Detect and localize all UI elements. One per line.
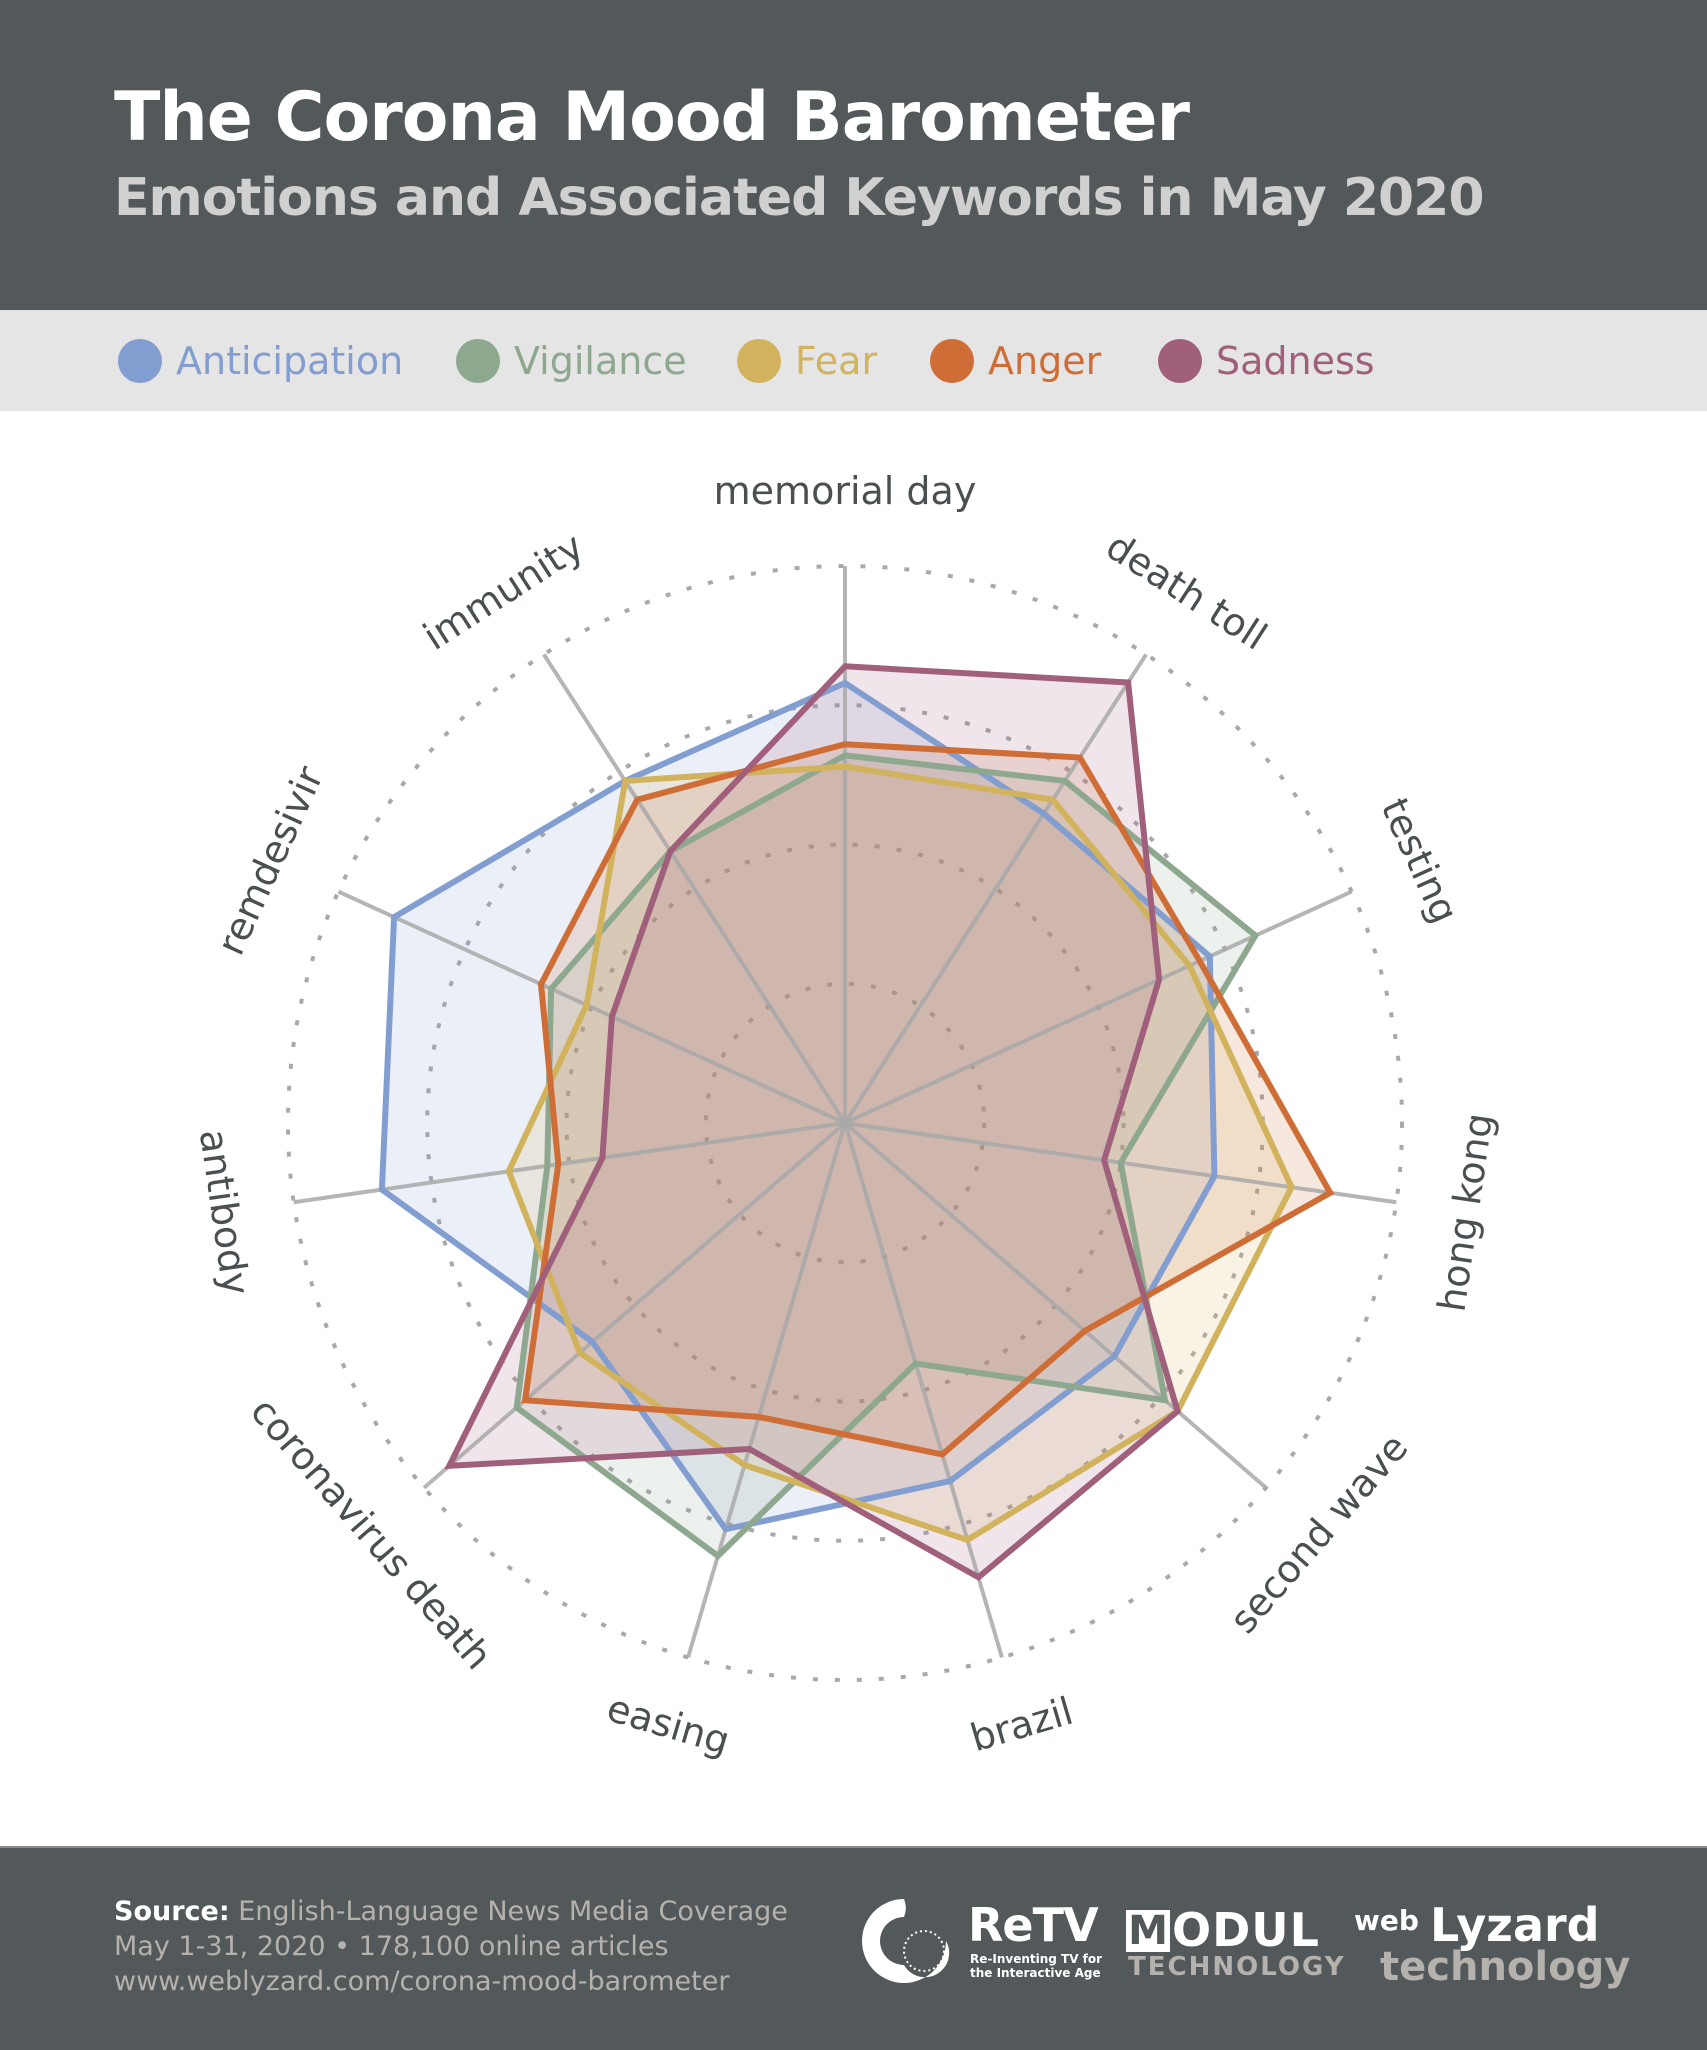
legend-label: Anticipation — [176, 338, 404, 383]
axis-label: easing — [602, 1686, 735, 1764]
legend-item-anger: Anger — [930, 310, 1101, 411]
series-line-fear — [505, 763, 1295, 1544]
legend-label: Sadness — [1216, 338, 1375, 383]
axis-spoke — [843, 653, 1148, 1125]
grid-ring — [703, 981, 987, 1265]
circle-icon — [118, 338, 162, 383]
legend: Anticipation Vigilance Fear Anger Sadnes… — [0, 310, 1707, 411]
axis-spoke — [844, 889, 1353, 1125]
retv-tagline-1: Re-Inventing TV for — [970, 1952, 1103, 1966]
series-area-fear — [508, 766, 1292, 1540]
retv-logo: ReTV — [968, 1898, 1099, 1952]
axis-spoke — [686, 1122, 847, 1659]
radar-chart: memorial day death toll testing hong kong se… — [0, 411, 1707, 1846]
page-title: The Corona Mood Barometer — [114, 78, 1190, 157]
legend-label: Anger — [988, 338, 1102, 383]
legend-item-vigilance: Vigilance — [456, 310, 687, 411]
series-area-anger — [525, 744, 1331, 1455]
axis-label: coronavirus death — [242, 1389, 500, 1678]
grid-ring — [286, 564, 1404, 1682]
axis-label: memorial day — [714, 469, 977, 513]
axis-label: brazil — [965, 1689, 1077, 1761]
axis-spoke — [337, 889, 846, 1125]
source-key: Source: — [114, 1896, 230, 1927]
circle-icon — [456, 338, 500, 383]
circle-icon — [737, 338, 781, 383]
grid-ring — [564, 842, 1126, 1404]
date-line: May 1-31, 2020 • 178,100 online articles — [114, 1931, 669, 1962]
series-line-sadness — [444, 663, 1182, 1581]
axis-label: testing — [1372, 791, 1467, 929]
legend-item-sadness: Sadness — [1158, 310, 1375, 411]
series-area-vigilance — [516, 755, 1256, 1556]
source-line: Source: English-Language News Media Cove… — [114, 1896, 788, 1927]
series-lines — [378, 663, 1335, 1581]
modul-logo-sub: TECHNOLOGY — [1128, 1952, 1346, 1982]
series-line-vigilance — [513, 752, 1260, 1560]
axis-label: antibody — [191, 1127, 258, 1298]
series-area-sadness — [449, 666, 1178, 1578]
series-line-anger — [521, 741, 1335, 1458]
axis-spoke — [422, 1121, 847, 1490]
series-fills — [381, 666, 1331, 1578]
source-value: English-Language News Media Coverage — [238, 1896, 788, 1927]
axis-spoke — [843, 1122, 1004, 1659]
axis-label: hong kong — [1429, 1110, 1501, 1314]
legend-item-fear: Fear — [737, 310, 877, 411]
url-line: www.weblyzard.com/corona-mood-barometer — [114, 1966, 730, 1997]
header: The Corona Mood Barometer Emotions and A… — [0, 0, 1707, 310]
retv-tagline-2: the Interactive Age — [970, 1966, 1101, 1980]
circle-icon — [1158, 338, 1202, 383]
legend-label: Vigilance — [514, 338, 687, 383]
footer — [0, 1846, 1707, 2050]
weblyzard-logo-web: web — [1354, 1904, 1419, 1937]
axis-spoke — [843, 1121, 1268, 1490]
axis-spoke — [542, 653, 847, 1125]
retv-tagline: Re-Inventing TV for the Interactive Age — [970, 1952, 1102, 1980]
modul-logo: ODUL — [1172, 1903, 1320, 1957]
axis-label: second wave — [1221, 1425, 1417, 1641]
axis-label: death toll — [1099, 524, 1275, 659]
modul-logo-mark: M — [1126, 1910, 1170, 1952]
page-subtitle: Emotions and Associated Keywords in May … — [114, 168, 1485, 228]
weblyzard-logo: Lyzard — [1430, 1898, 1600, 1952]
axis-label: immunity — [415, 524, 591, 659]
legend-item-anticipation: Anticipation — [118, 310, 403, 411]
legend-label: Fear — [795, 338, 878, 383]
weblyzard-logo-sub: technology — [1380, 1944, 1631, 1990]
retv-logo-icon — [858, 1895, 950, 1987]
circle-icon — [930, 338, 974, 383]
axis-label: remdesivir — [208, 759, 332, 961]
radar-svg: memorial day death toll testing hong kong se… — [191, 469, 1502, 1764]
